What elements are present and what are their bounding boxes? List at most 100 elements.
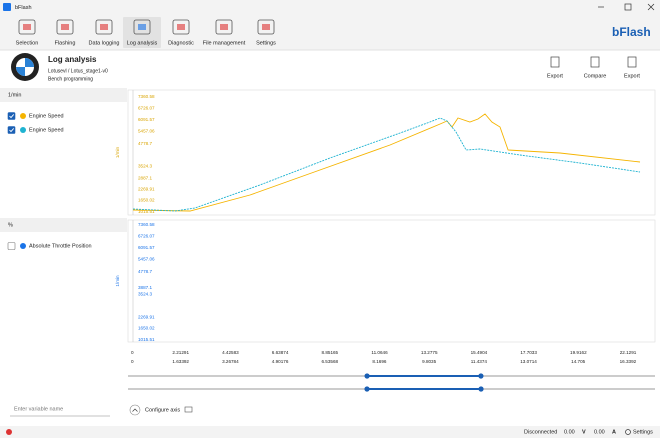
status-settings[interactable]: Settings bbox=[633, 429, 653, 435]
slider-handle[interactable] bbox=[478, 386, 484, 392]
y-tick-label: 4778.7 bbox=[138, 141, 152, 146]
group-unit: % bbox=[8, 222, 13, 228]
plot-frame bbox=[127, 219, 656, 343]
y-tick-label: 6726.07 bbox=[138, 106, 155, 111]
x-tick-label: 9.8035 bbox=[422, 359, 436, 364]
status-bar bbox=[0, 426, 660, 438]
action-icon bbox=[590, 56, 600, 68]
brand-logo: bFlash bbox=[612, 25, 651, 39]
toolbar-icon-accent bbox=[177, 24, 185, 30]
x-tick-label: 0 bbox=[131, 359, 134, 364]
toolbar-icon bbox=[56, 19, 74, 35]
x-tick-label: 13.0714 bbox=[520, 359, 537, 364]
slider-handle[interactable] bbox=[364, 386, 370, 392]
toolbar-icon-accent bbox=[23, 24, 31, 30]
variable-name: Engine Speed bbox=[29, 113, 64, 119]
page-title: Log analysis bbox=[48, 55, 97, 64]
y-tick-label: 3524.3 bbox=[138, 164, 152, 169]
y-tick-label: 2269.91 bbox=[138, 186, 155, 191]
x-tick-label: 6.63874 bbox=[272, 350, 289, 355]
action-icon bbox=[627, 56, 637, 68]
page-subtitle: Lotusevl / Lotus_stage1-v0 bbox=[48, 68, 108, 74]
mode: Bench programming bbox=[48, 76, 93, 82]
y-tick-label: 1650.02 bbox=[138, 198, 155, 203]
variable-name: Absolute Throttle Position bbox=[29, 243, 92, 249]
x-tick-label: 6.53568 bbox=[321, 359, 338, 364]
voltage: 0.00 bbox=[564, 429, 575, 435]
toolbar-item[interactable]: Settings bbox=[256, 40, 276, 46]
x-tick-label: 15.4904 bbox=[471, 350, 488, 355]
x-tick-label: 11.0646 bbox=[371, 350, 388, 355]
y-tick-label: 3887.1 bbox=[138, 285, 152, 290]
toolbar-item[interactable]: Selection bbox=[16, 40, 39, 46]
checkbox[interactable] bbox=[7, 242, 16, 250]
y-tick-label: 2269.91 bbox=[138, 314, 155, 319]
y-tick-label: 1650.02 bbox=[138, 326, 155, 331]
search-placeholder: Enter variable name bbox=[14, 406, 63, 412]
y-tick-label: 5457.06 bbox=[138, 257, 155, 262]
toolbar-item[interactable]: Data logging bbox=[89, 40, 120, 46]
y-tick-label: 7360.58 bbox=[138, 94, 155, 99]
x-tick-label: 8.85165 bbox=[322, 350, 339, 355]
y-tick-label: 3524.3 bbox=[138, 292, 152, 297]
x-tick-label: 17.7033 bbox=[520, 350, 537, 355]
configure-axis-button[interactable] bbox=[128, 402, 190, 418]
checkbox[interactable] bbox=[7, 126, 16, 134]
voltage-unit: V bbox=[582, 429, 586, 435]
toolbar-icon bbox=[18, 19, 36, 35]
series-line bbox=[132, 113, 641, 212]
y-tick-label: 1015.51 bbox=[138, 337, 155, 342]
action-icon bbox=[550, 56, 560, 68]
y-tick-label: 6726.07 bbox=[138, 234, 155, 239]
action-button[interactable]: Export bbox=[624, 73, 640, 79]
action-button[interactable]: Export bbox=[547, 73, 563, 79]
toolbar-item[interactable]: Log analysis bbox=[127, 40, 158, 46]
toolbar-icon-accent bbox=[262, 24, 270, 30]
slider-handle[interactable] bbox=[478, 373, 484, 379]
x-tick-label: 2.21291 bbox=[172, 350, 189, 355]
x-tick-label: 16.3392 bbox=[620, 359, 637, 364]
y-tick-label: 5457.06 bbox=[138, 129, 155, 134]
search-input[interactable] bbox=[10, 402, 110, 416]
toolbar-icon bbox=[95, 19, 113, 35]
settings-icon[interactable] bbox=[625, 429, 631, 435]
y-tick-label: 6091.57 bbox=[138, 245, 155, 250]
x-tick-label: 13.2775 bbox=[421, 350, 438, 355]
y-tick-label: 6091.57 bbox=[138, 117, 155, 122]
toolbar-icon-accent bbox=[138, 24, 146, 30]
y-axis-title: 1/min bbox=[115, 146, 120, 158]
toolbar-icon bbox=[215, 19, 233, 35]
toolbar-icon bbox=[257, 19, 275, 35]
toolbar-active bbox=[123, 17, 161, 48]
configure-axis-label: Configure axis bbox=[145, 407, 180, 413]
y-tick-label: 2887.1 bbox=[138, 175, 152, 180]
x-tick-label: 4.90176 bbox=[272, 359, 289, 364]
x-tick-label: 4.42583 bbox=[222, 350, 239, 355]
toolbar-icon-accent bbox=[100, 24, 108, 30]
toolbar-icon-accent bbox=[61, 24, 69, 30]
connection-status: Disconnected bbox=[524, 429, 557, 435]
x-tick-label: 1.63392 bbox=[172, 359, 189, 364]
window-controls[interactable] bbox=[598, 3, 655, 11]
action-button[interactable]: Compare bbox=[584, 73, 607, 79]
variable-color bbox=[20, 243, 26, 249]
sidebar bbox=[0, 87, 127, 429]
y-axis-title: 1/min bbox=[115, 275, 120, 287]
current: 0.00 bbox=[594, 429, 605, 435]
status-icon bbox=[6, 429, 12, 435]
group-header bbox=[0, 88, 127, 102]
x-tick-label: 8.1696 bbox=[372, 359, 386, 364]
toolbar-item[interactable]: Diagnostic bbox=[168, 40, 194, 46]
window-title: bFlash bbox=[15, 5, 32, 11]
y-tick-label: 4778.7 bbox=[138, 269, 152, 274]
toolbar-item[interactable]: Flashing bbox=[55, 40, 76, 46]
toolbar-item[interactable]: File management bbox=[203, 40, 246, 46]
slider-handle[interactable] bbox=[364, 373, 370, 379]
toolbar-icon bbox=[133, 19, 151, 35]
checkbox[interactable] bbox=[7, 112, 16, 120]
current-unit: A bbox=[612, 429, 616, 435]
toolbar-icon-accent bbox=[220, 24, 228, 30]
y-tick-label: 7360.58 bbox=[138, 222, 155, 227]
x-tick-label: 3.26784 bbox=[222, 359, 239, 364]
